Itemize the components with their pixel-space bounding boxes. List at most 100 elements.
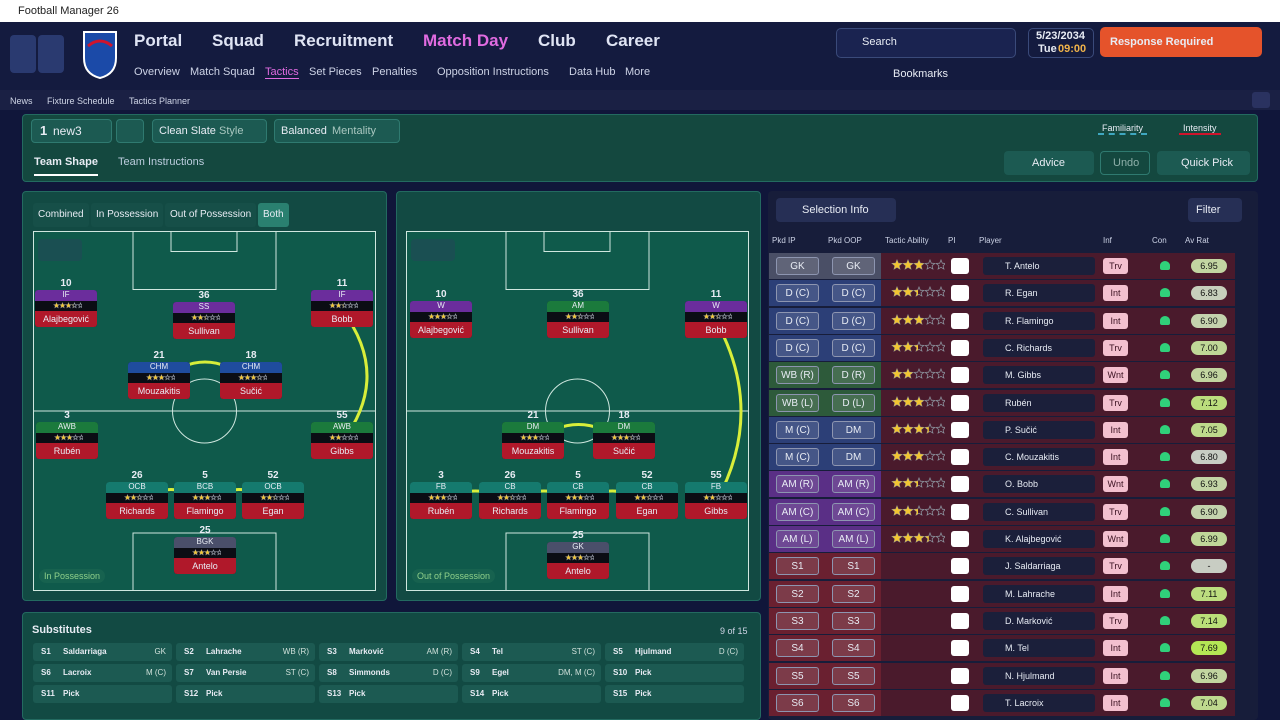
sub-slot[interactable]: S8 Simmonds D (C) [319, 664, 458, 682]
breadcrumb-item[interactable]: Fixture Schedule [47, 96, 115, 106]
pkd-oop[interactable]: S1 [832, 557, 875, 576]
pi-button[interactable] [951, 531, 969, 547]
pkd-oop[interactable]: S5 [832, 666, 875, 685]
player-dropdown[interactable]: P. Sučić [983, 420, 1095, 439]
player-dropdown[interactable]: R. Egan [983, 284, 1095, 303]
sub-slot[interactable]: S12 Pick [176, 685, 315, 703]
pkd-ip[interactable]: D (C) [776, 338, 819, 357]
sub-slot[interactable]: S6 Lacroix M (C) [33, 664, 172, 682]
player-card[interactable]: CB Flamingo [547, 482, 609, 519]
eye-toggle[interactable] [38, 239, 82, 261]
sub-slot[interactable]: S11 Pick [33, 685, 172, 703]
pkd-ip[interactable]: M (C) [776, 420, 819, 439]
pi-button[interactable] [951, 258, 969, 274]
pi-button[interactable] [951, 367, 969, 384]
sub-slot[interactable]: S2 Lahrache WB (R) [176, 643, 315, 661]
player-card[interactable]: CHM Sučić [220, 362, 282, 399]
pi-button[interactable] [951, 612, 969, 629]
sub-nav-item[interactable]: Tactics [265, 66, 299, 79]
selection-dropdown[interactable]: Selection Info [776, 198, 896, 222]
player-dropdown[interactable]: K. Alajbegović [983, 530, 1095, 548]
sub-nav-item[interactable]: Set Pieces [309, 66, 362, 78]
pkd-oop[interactable]: D (C) [832, 311, 875, 330]
main-nav-item[interactable]: Squad [212, 31, 264, 50]
player-dropdown[interactable]: C. Sullivan [983, 502, 1095, 521]
player-card[interactable]: AWB Gibbs [311, 422, 373, 459]
dropdown[interactable] [116, 119, 144, 143]
pkd-ip[interactable]: AM (C) [776, 502, 819, 521]
forward-button[interactable] [38, 35, 64, 73]
player-dropdown[interactable]: C. Richards [983, 338, 1095, 357]
view-mode-button[interactable]: Combined [33, 203, 89, 227]
pi-button[interactable] [951, 339, 969, 356]
column-header[interactable]: Av Rat [1185, 236, 1209, 245]
column-header[interactable]: Con [1152, 236, 1167, 245]
filter-button[interactable]: Filter [1188, 198, 1242, 222]
pkd-oop[interactable]: D (C) [832, 338, 875, 357]
sub-nav-item[interactable]: Opposition Instructions [437, 66, 549, 78]
pkd-oop[interactable]: S2 [832, 584, 875, 603]
sub-slot[interactable]: S1 Saldarriaga GK [33, 643, 172, 661]
dropdown[interactable] [31, 119, 112, 143]
search-button[interactable]: Search [862, 36, 897, 48]
response-button[interactable]: Response Required [1100, 27, 1262, 57]
player-dropdown[interactable]: T. Lacroix [983, 693, 1095, 712]
pi-button[interactable] [951, 585, 969, 602]
main-nav-item[interactable]: Career [606, 31, 660, 50]
dropdown[interactable] [274, 119, 400, 143]
pkd-ip[interactable]: WB (R) [776, 366, 819, 385]
player-dropdown[interactable]: Rubén [983, 393, 1095, 412]
pi-button[interactable] [951, 476, 969, 493]
player-card[interactable]: AM Sullivan [547, 301, 609, 338]
player-dropdown[interactable]: M. Gibbs [983, 366, 1095, 385]
pkd-ip[interactable]: S1 [776, 557, 819, 576]
pi-button[interactable] [951, 694, 969, 711]
sub-nav-item[interactable]: Overview [134, 66, 180, 78]
player-card[interactable]: CB Richards [479, 482, 541, 519]
player-card[interactable]: BCB Flamingo [174, 482, 236, 519]
pkd-oop[interactable]: GK [832, 257, 875, 275]
player-dropdown[interactable]: J. Saldarriaga [983, 557, 1095, 576]
close-button[interactable] [1252, 92, 1270, 108]
player-card[interactable]: DM Sučić [593, 422, 655, 459]
pkd-oop[interactable]: S6 [832, 693, 875, 712]
pkd-ip[interactable]: D (C) [776, 284, 819, 303]
player-card[interactable]: SS Sullivan [173, 302, 235, 339]
column-header[interactable]: Pkd IP [772, 236, 796, 245]
pkd-oop[interactable]: S4 [832, 639, 875, 658]
player-dropdown[interactable]: C. Mouzakitis [983, 448, 1095, 467]
player-card[interactable]: W Alajbegović [410, 301, 472, 338]
player-card[interactable]: FB Gibbs [685, 482, 747, 519]
player-card[interactable]: OCB Richards [106, 482, 168, 519]
pi-button[interactable] [951, 503, 969, 520]
pi-button[interactable] [951, 394, 969, 411]
sub-nav-item[interactable]: Penalties [372, 66, 418, 78]
pkd-oop[interactable]: DM [832, 420, 875, 439]
column-header[interactable]: PI [948, 236, 956, 245]
dropdown[interactable] [152, 119, 267, 143]
pkd-oop[interactable]: AM (R) [832, 475, 875, 494]
view-mode-button[interactable]: In Possession [91, 203, 164, 227]
main-nav-item[interactable]: Match Day [423, 31, 509, 50]
player-card[interactable]: W Bobb [685, 301, 747, 338]
pi-button[interactable] [951, 449, 969, 466]
pkd-ip[interactable]: AM (L) [776, 530, 819, 548]
main-nav-item[interactable]: Portal [134, 31, 183, 50]
pkd-ip[interactable]: S4 [776, 639, 819, 658]
action-button[interactable]: Advice [1004, 151, 1094, 175]
player-dropdown[interactable]: T. Antelo [983, 257, 1095, 275]
main-nav-item[interactable]: Club [538, 31, 576, 50]
tab[interactable]: Team Shape [34, 156, 98, 176]
pkd-ip[interactable]: WB (L) [776, 393, 819, 412]
breadcrumb-item[interactable]: News [10, 96, 33, 106]
pi-button[interactable] [951, 312, 969, 329]
sub-slot[interactable]: S10 Pick [605, 664, 744, 682]
column-header[interactable]: Inf [1103, 236, 1112, 245]
player-card[interactable]: GK Antelo [547, 542, 609, 579]
pkd-ip[interactable]: GK [776, 257, 819, 275]
sub-slot[interactable]: S14 Pick [462, 685, 601, 703]
column-header[interactable]: Player [979, 236, 1002, 245]
pi-button[interactable] [951, 558, 969, 575]
sub-slot[interactable]: S4 Tel ST (C) [462, 643, 601, 661]
player-dropdown[interactable]: M. Tel [983, 639, 1095, 658]
